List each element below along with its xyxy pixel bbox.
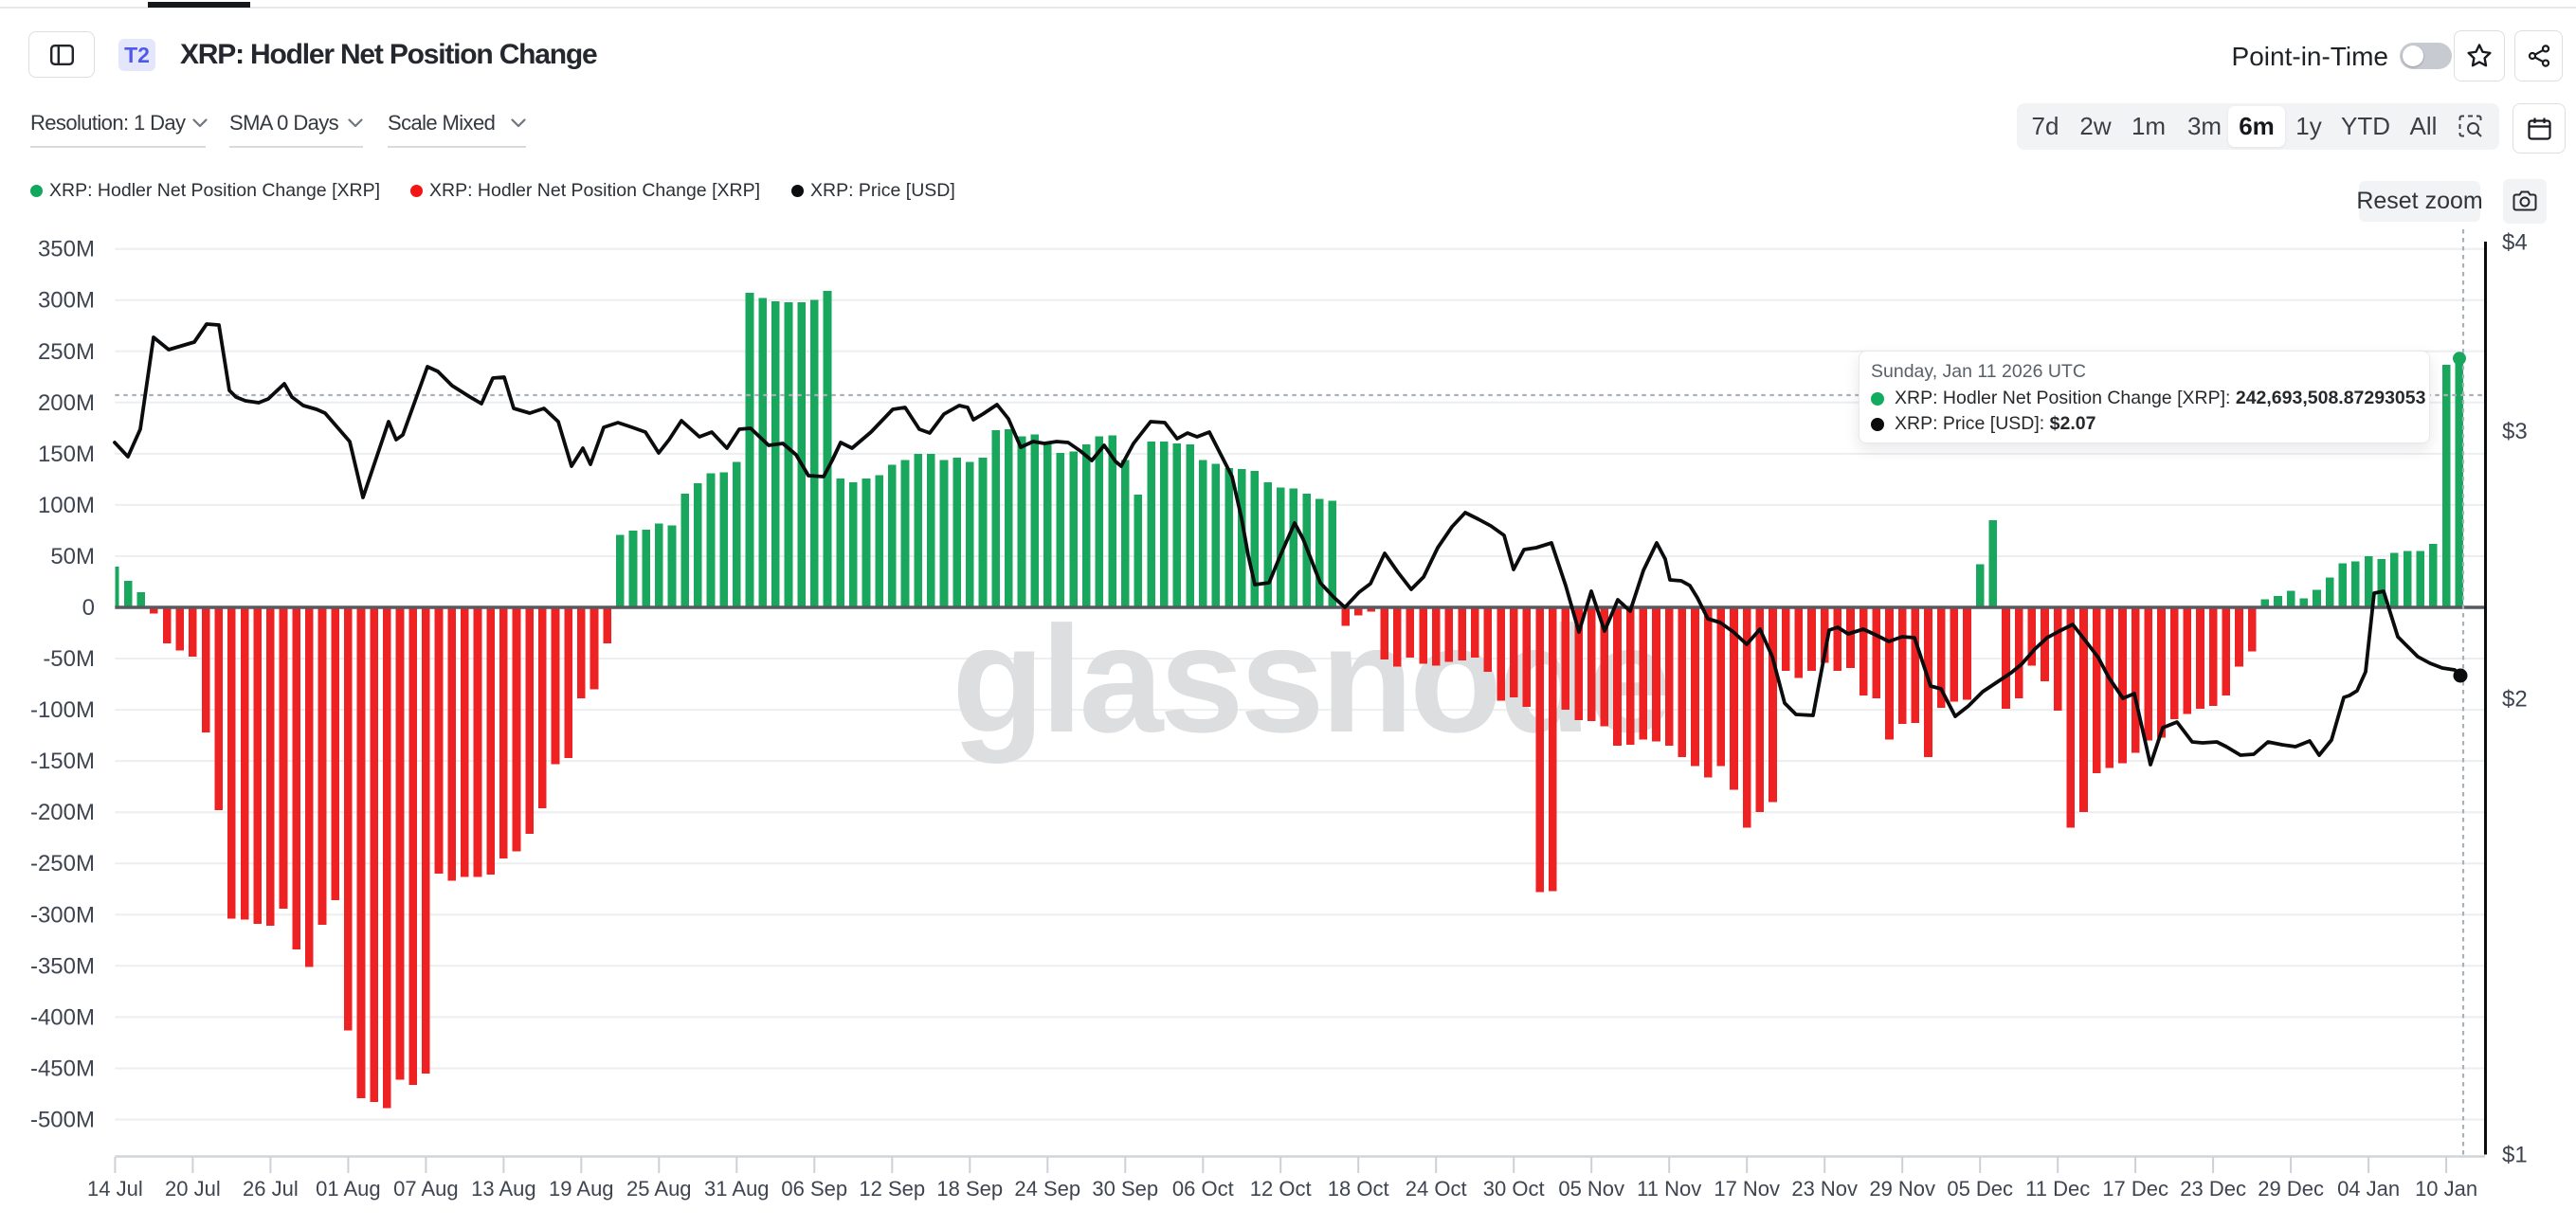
svg-text:250M: 250M: [38, 339, 95, 365]
svg-text:300M: 300M: [38, 288, 95, 314]
svg-text:05 Dec: 05 Dec: [1947, 1177, 2013, 1201]
svg-text:-100M: -100M: [30, 697, 95, 723]
svg-text:24 Sep: 24 Sep: [1014, 1177, 1080, 1201]
svg-text:50M: 50M: [50, 544, 95, 569]
svg-text:-400M: -400M: [30, 1004, 95, 1030]
svg-text:24 Oct: 24 Oct: [1406, 1177, 1467, 1201]
svg-text:18 Sep: 18 Sep: [936, 1177, 1003, 1201]
svg-text:31 Aug: 31 Aug: [704, 1177, 770, 1201]
svg-text:-150M: -150M: [30, 749, 95, 774]
svg-text:100M: 100M: [38, 493, 95, 518]
svg-text:350M: 350M: [38, 237, 95, 262]
svg-text:26 Jul: 26 Jul: [243, 1177, 299, 1201]
svg-text:$4: $4: [2502, 229, 2528, 255]
svg-text:-450M: -450M: [30, 1056, 95, 1082]
svg-text:-250M: -250M: [30, 851, 95, 876]
svg-text:29 Nov: 29 Nov: [1869, 1177, 1935, 1201]
svg-text:11 Nov: 11 Nov: [1637, 1177, 1701, 1201]
svg-text:25 Aug: 25 Aug: [626, 1177, 692, 1201]
svg-text:-50M: -50M: [43, 646, 95, 672]
svg-text:17 Nov: 17 Nov: [1714, 1177, 1780, 1201]
svg-text:07 Aug: 07 Aug: [393, 1177, 459, 1201]
svg-text:-200M: -200M: [30, 800, 95, 825]
svg-text:-500M: -500M: [30, 1108, 95, 1133]
svg-text:06 Oct: 06 Oct: [1172, 1177, 1234, 1201]
svg-text:13 Aug: 13 Aug: [471, 1177, 536, 1201]
svg-text:glassnode: glassnode: [952, 594, 1667, 764]
svg-text:30 Oct: 30 Oct: [1483, 1177, 1545, 1201]
svg-text:04 Jan: 04 Jan: [2337, 1177, 2400, 1201]
svg-text:12 Oct: 12 Oct: [1250, 1177, 1312, 1201]
svg-text:19 Aug: 19 Aug: [549, 1177, 614, 1201]
svg-text:17 Dec: 17 Dec: [2102, 1177, 2168, 1201]
svg-text:10 Jan: 10 Jan: [2415, 1177, 2477, 1201]
svg-text:06 Sep: 06 Sep: [781, 1177, 847, 1201]
svg-text:$3: $3: [2502, 419, 2528, 444]
svg-text:200M: 200M: [38, 390, 95, 416]
svg-text:18 Oct: 18 Oct: [1328, 1177, 1389, 1201]
svg-text:-350M: -350M: [30, 953, 95, 979]
svg-text:$2: $2: [2502, 687, 2528, 713]
svg-text:12 Sep: 12 Sep: [859, 1177, 925, 1201]
svg-text:23 Nov: 23 Nov: [1791, 1177, 1858, 1201]
svg-text:0: 0: [82, 595, 95, 621]
svg-text:$1: $1: [2502, 1143, 2528, 1168]
svg-text:23 Dec: 23 Dec: [2180, 1177, 2246, 1201]
svg-text:-300M: -300M: [30, 902, 95, 928]
svg-text:29 Dec: 29 Dec: [2258, 1177, 2324, 1201]
svg-text:150M: 150M: [38, 442, 95, 467]
svg-text:30 Sep: 30 Sep: [1092, 1177, 1158, 1201]
svg-text:05 Nov: 05 Nov: [1558, 1177, 1624, 1201]
svg-text:11 Dec: 11 Dec: [2025, 1177, 2090, 1201]
svg-text:01 Aug: 01 Aug: [316, 1177, 381, 1201]
svg-text:14 Jul: 14 Jul: [87, 1177, 143, 1201]
svg-text:20 Jul: 20 Jul: [165, 1177, 221, 1201]
